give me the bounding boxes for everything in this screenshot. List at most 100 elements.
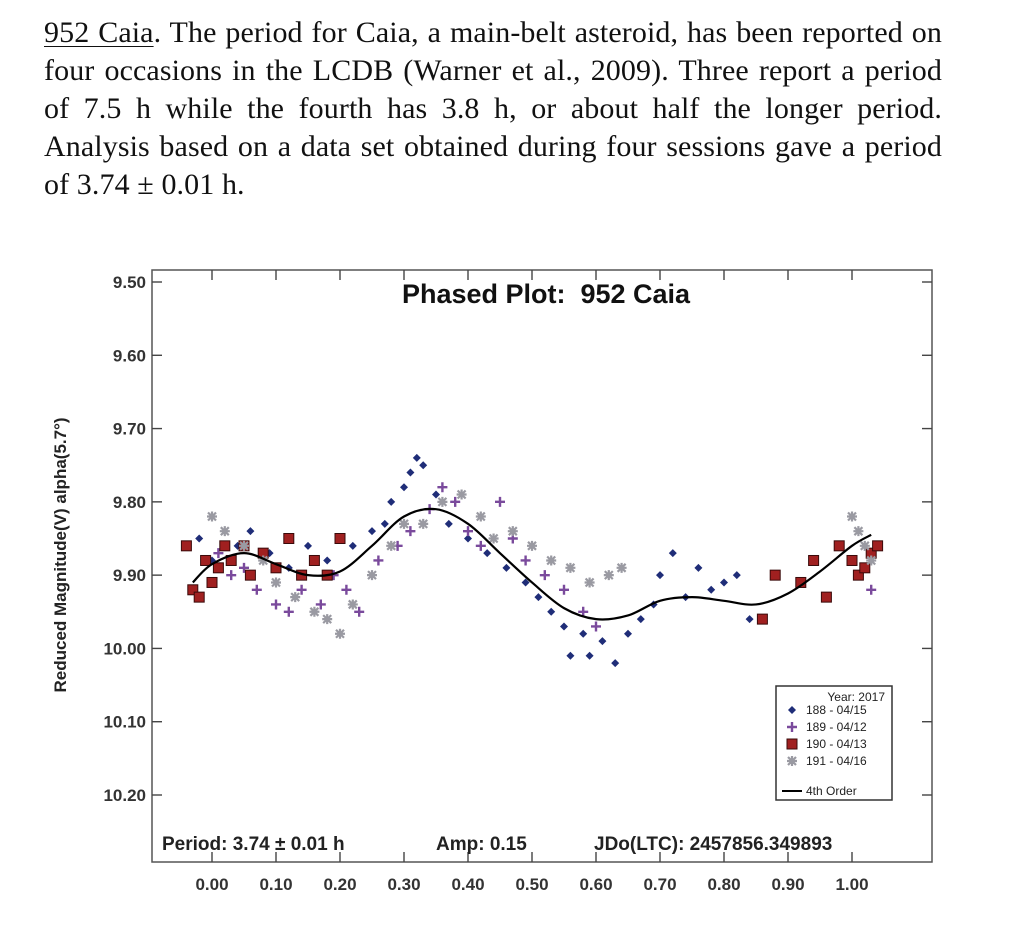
data-point [246, 527, 255, 536]
x-tick-label: 0.10 [259, 875, 292, 894]
data-point [386, 540, 397, 551]
data-point [271, 577, 281, 588]
data-point [373, 555, 384, 566]
data-point [859, 540, 870, 551]
data-point [668, 549, 677, 558]
data-point [399, 518, 409, 529]
data-point [412, 453, 421, 462]
legend-fit-label: 4th Order [806, 784, 857, 798]
data-point [833, 540, 845, 552]
data-point [579, 629, 588, 638]
data-point [354, 606, 365, 617]
legend-marker [786, 738, 798, 750]
data-point [475, 540, 486, 551]
data-point [193, 591, 205, 603]
data-point [244, 569, 256, 581]
chart-title: Phased Plot: 952 Caia [402, 279, 691, 309]
data-point [745, 615, 754, 624]
data-point [624, 629, 632, 638]
x-tick-label: 0.50 [515, 875, 548, 894]
data-point [405, 526, 416, 537]
legend-title: Year: 2017 [827, 690, 885, 704]
data-point [283, 533, 295, 544]
data-point [195, 534, 204, 543]
data-point [769, 569, 781, 581]
data-point [200, 554, 212, 566]
data-point [283, 606, 294, 617]
legend-label: 189 - 04/12 [806, 720, 867, 734]
x-tick-label: 1.00 [835, 875, 868, 894]
data-point [437, 482, 448, 493]
y-tick-label: 10.10 [103, 713, 146, 732]
data-point [367, 570, 377, 581]
data-point [463, 526, 473, 537]
amplitude-label: Amp: 0.15 [436, 834, 527, 855]
data-point [239, 540, 249, 551]
x-tick-label: 0.20 [323, 875, 356, 894]
data-point [400, 483, 408, 492]
data-point [315, 599, 326, 610]
y-tick-labels: 9.50 9.60 9.70 9.80 9.90 10.00 10.10 10.20 [103, 273, 146, 805]
data-point [380, 519, 389, 528]
data-point [534, 593, 543, 602]
x-tick-label: 0.30 [387, 875, 420, 894]
data-point [418, 518, 429, 529]
data-point [846, 554, 858, 566]
paragraph-text: . The period for Caia, a main-belt aster… [44, 16, 942, 201]
y-tick-label: 9.90 [113, 566, 146, 585]
data-point [502, 563, 511, 572]
data-point [707, 585, 716, 594]
data-point [585, 651, 594, 660]
data-point [539, 570, 550, 581]
data-point [450, 496, 461, 507]
data-point [335, 628, 345, 639]
x-tick-labels: 0.00 0.10 0.20 0.30 0.40 0.50 0.60 0.70 0.80 0.90… [195, 875, 868, 894]
data-point [756, 613, 768, 625]
data-point [290, 592, 301, 603]
legend-marker [788, 706, 796, 714]
data-point [852, 569, 864, 581]
data-point [308, 554, 320, 566]
data-point [866, 555, 877, 566]
data-point [444, 519, 453, 528]
data-point [475, 511, 486, 522]
data-point [341, 584, 352, 595]
data-point [187, 584, 199, 596]
data-point [219, 526, 230, 537]
data-point [808, 554, 820, 566]
data-point [507, 526, 518, 537]
data-point [219, 540, 231, 552]
legend-marker [787, 756, 797, 766]
data-point [368, 527, 376, 536]
x-tick-label: 0.60 [579, 875, 612, 894]
data-point [483, 549, 492, 558]
legend: Year: 2017 188 - 04/15 189 - 04/12 190 - 0… [775, 685, 893, 801]
x-tick-label: 0.40 [451, 875, 484, 894]
x-tick-label: 0.70 [643, 875, 676, 894]
legend-label: 188 - 04/15 [806, 703, 867, 717]
x-tick-label: 0.80 [707, 875, 740, 894]
data-point [656, 571, 664, 580]
y-tick-label: 10.20 [103, 786, 146, 805]
data-point [694, 563, 703, 572]
data-point [559, 584, 569, 595]
legend-marker [787, 722, 797, 732]
asteroid-name: 952 Caia [44, 16, 154, 49]
data-point [578, 606, 589, 617]
data-point [732, 571, 741, 580]
x-tick-label: 0.90 [771, 875, 804, 894]
data-point [406, 468, 415, 477]
data-point [584, 577, 595, 588]
data-point [591, 621, 601, 632]
fit-curve [192, 507, 872, 621]
data-point [859, 562, 871, 574]
data-point [296, 584, 307, 595]
data-point [270, 562, 282, 574]
data-point [527, 540, 537, 551]
data-point [720, 578, 728, 587]
data-point [560, 622, 568, 631]
data-point [212, 562, 224, 574]
data-point [547, 607, 556, 616]
data-point [464, 534, 472, 543]
